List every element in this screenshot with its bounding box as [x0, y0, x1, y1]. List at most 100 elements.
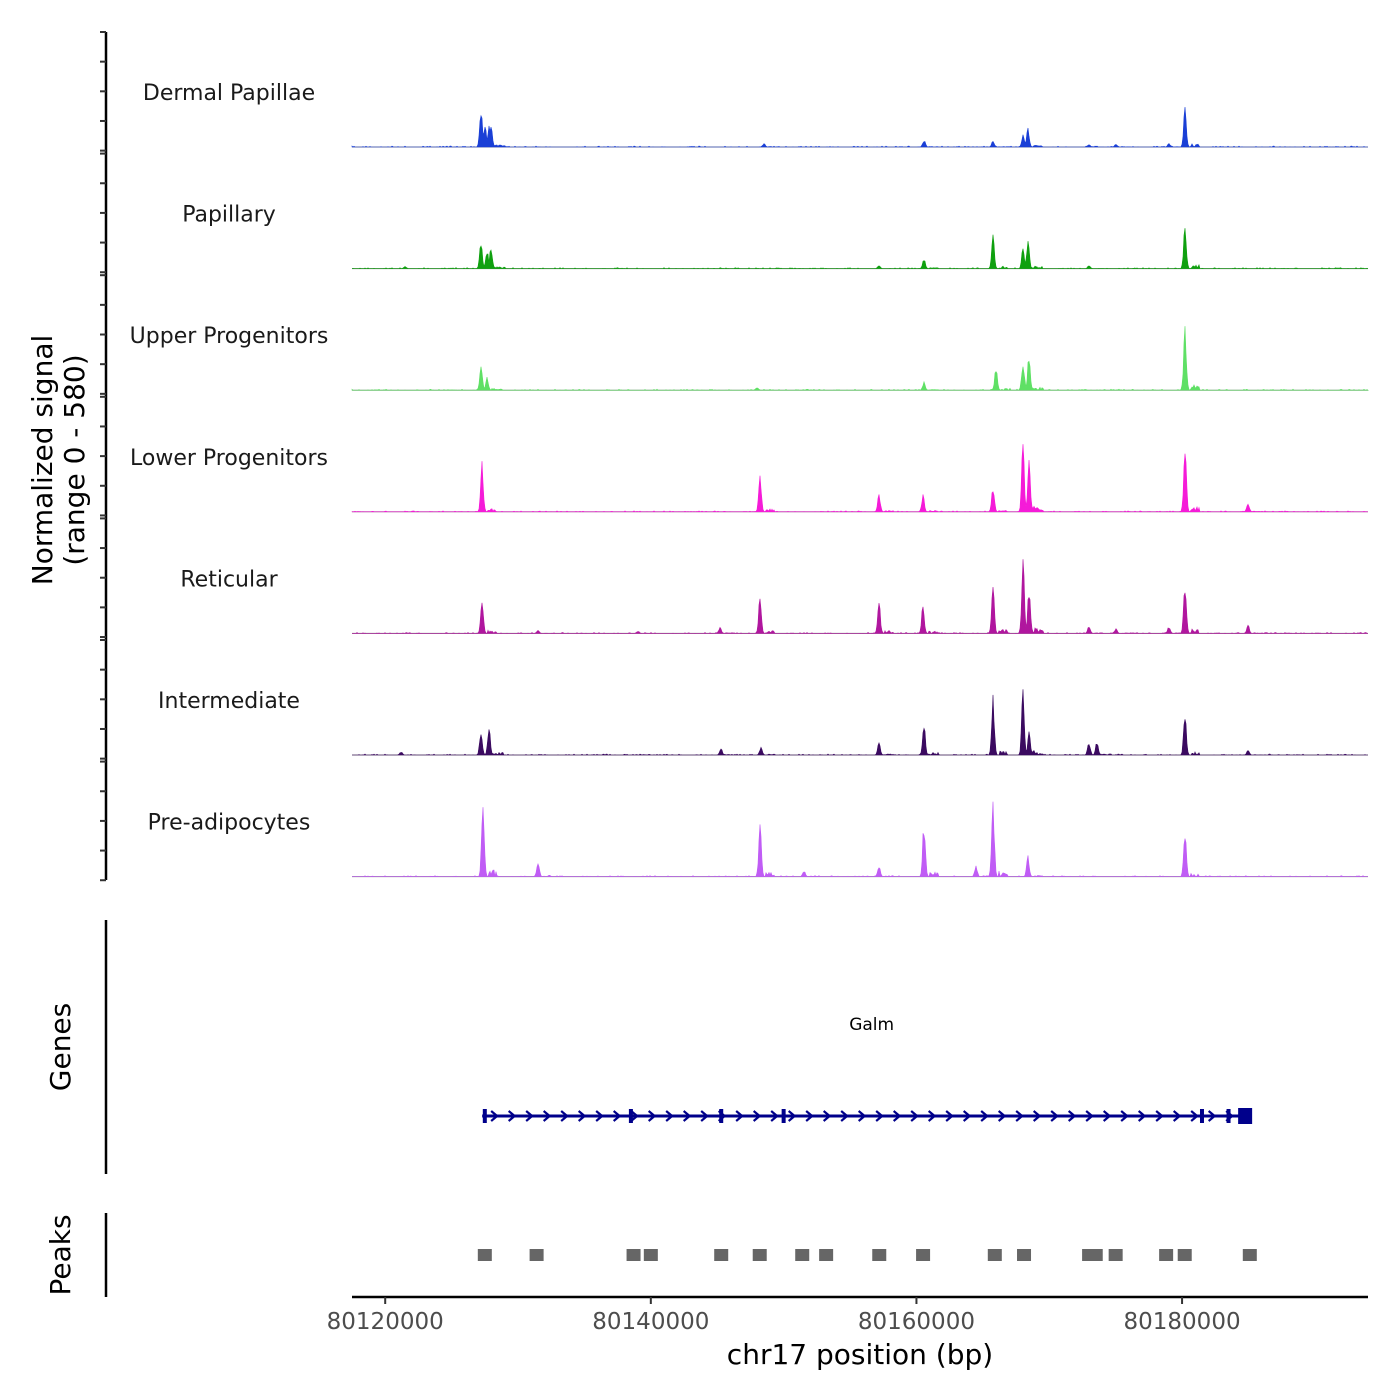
exon-block	[781, 1109, 786, 1123]
coverage-area	[352, 689, 1368, 756]
track-papillary: Papillary	[182, 203, 1369, 270]
strand-arrow	[647, 1110, 657, 1122]
exon-block	[482, 1109, 487, 1123]
track-label: Papillary	[182, 203, 276, 228]
peak-region	[714, 1249, 729, 1261]
strand-arrow	[1172, 1110, 1182, 1122]
strand-arrow	[1190, 1110, 1199, 1122]
strand-arrow	[1067, 1110, 1077, 1122]
strand-arrow	[525, 1110, 534, 1122]
peak-region	[1017, 1249, 1032, 1261]
track-pre-adipocytes: Pre-adipocytes	[148, 801, 1368, 878]
peak-region	[1159, 1249, 1174, 1261]
strand-arrow	[997, 1110, 1007, 1122]
track-upper-progenitors: Upper Progenitors	[130, 324, 1370, 391]
peak-region	[643, 1249, 658, 1261]
strand-arrow	[840, 1110, 849, 1122]
exon-block	[719, 1109, 724, 1123]
strand-arrow	[682, 1110, 692, 1122]
peak-region	[872, 1249, 887, 1261]
track-label: Upper Progenitors	[130, 324, 329, 349]
strand-arrow	[1050, 1110, 1059, 1122]
peak-region	[477, 1249, 492, 1261]
peaks-track-label: Peaks	[44, 1214, 77, 1295]
coverage-area	[351, 326, 1370, 391]
peak-region	[987, 1249, 1002, 1261]
peaks-track	[477, 1249, 1257, 1261]
strand-arrow	[560, 1110, 569, 1122]
coverage-area	[352, 801, 1368, 878]
peak-region	[1177, 1249, 1192, 1261]
strand-arrow	[1155, 1110, 1164, 1122]
strand-arrow	[665, 1110, 674, 1122]
x-tick-label: 80140000	[592, 1309, 709, 1335]
strand-arrow	[1120, 1110, 1129, 1122]
strand-arrow	[805, 1110, 814, 1122]
coverage-y-axis	[100, 31, 108, 882]
track-reticular: Reticular	[180, 559, 1368, 634]
track-lower-progenitors: Lower Progenitors	[130, 444, 1368, 513]
strand-arrow	[787, 1110, 797, 1122]
strand-arrow	[822, 1110, 832, 1122]
strand-arrow	[1085, 1110, 1094, 1122]
exon-block	[1226, 1109, 1231, 1123]
coverage-area	[352, 559, 1368, 634]
track-label: Intermediate	[158, 689, 300, 714]
track-intermediate: Intermediate	[158, 689, 1368, 756]
peak-region	[916, 1249, 931, 1261]
exon-block	[1199, 1109, 1204, 1123]
peak-region	[626, 1249, 641, 1261]
track-label: Reticular	[180, 567, 278, 592]
strand-arrow	[630, 1110, 639, 1122]
strand-arrow	[577, 1110, 587, 1122]
strand-arrow	[542, 1110, 552, 1122]
strand-arrow	[700, 1110, 709, 1122]
coverage-area	[351, 228, 1369, 269]
strand-arrow	[1102, 1110, 1112, 1122]
x-tick-label: 80180000	[1124, 1309, 1241, 1335]
track-label: Lower Progenitors	[130, 446, 328, 471]
strand-arrow	[752, 1110, 762, 1122]
strand-arrow	[1032, 1110, 1042, 1122]
strand-arrow	[735, 1110, 744, 1122]
strand-arrow	[595, 1110, 604, 1122]
strand-arrow	[490, 1110, 499, 1122]
track-label: Dermal Papillae	[143, 81, 315, 106]
x-axis-title: chr17 position (bp)	[727, 1338, 993, 1371]
x-tick-label: 80120000	[327, 1309, 444, 1335]
strand-arrow	[910, 1110, 919, 1122]
strand-arrow	[927, 1110, 937, 1122]
track-dermal-papillae: Dermal Papillae	[143, 81, 1368, 148]
peak-region	[1088, 1249, 1103, 1261]
strand-arrow	[980, 1110, 989, 1122]
peak-region	[819, 1249, 834, 1261]
strand-arrow	[962, 1110, 972, 1122]
y-axis-title-line1: Normalized signal	[26, 335, 59, 586]
strand-arrow	[945, 1110, 954, 1122]
peak-region	[795, 1249, 810, 1261]
strand-arrow	[507, 1110, 517, 1122]
coverage-area	[351, 444, 1368, 513]
strand-arrow	[892, 1110, 902, 1122]
strand-arrow	[770, 1110, 779, 1122]
exon-block	[628, 1109, 633, 1123]
peak-region	[1108, 1249, 1123, 1261]
strand-arrow	[1015, 1110, 1024, 1122]
x-tick-label: 80160000	[858, 1309, 975, 1335]
peak-region	[752, 1249, 767, 1261]
strand-arrow	[612, 1110, 622, 1122]
genes-track: Galm	[482, 1015, 1253, 1124]
strand-arrow	[1207, 1110, 1217, 1122]
y-axis-title-line2: (range 0 - 580)	[58, 354, 91, 565]
exon-block	[1238, 1108, 1253, 1124]
coverage-tracks: Dermal Papillae Papillary Upper Progenitor…	[130, 81, 1370, 878]
gene-name-label: Galm	[849, 1015, 894, 1035]
coverage-area	[351, 106, 1368, 148]
peak-region	[529, 1249, 544, 1261]
track-label: Pre-adipocytes	[148, 811, 311, 836]
strand-arrow	[875, 1110, 884, 1122]
x-axis: 80120000 80140000 80160000 80180000	[327, 1295, 1368, 1335]
peak-region	[1242, 1249, 1257, 1261]
strand-arrow	[1137, 1110, 1147, 1122]
